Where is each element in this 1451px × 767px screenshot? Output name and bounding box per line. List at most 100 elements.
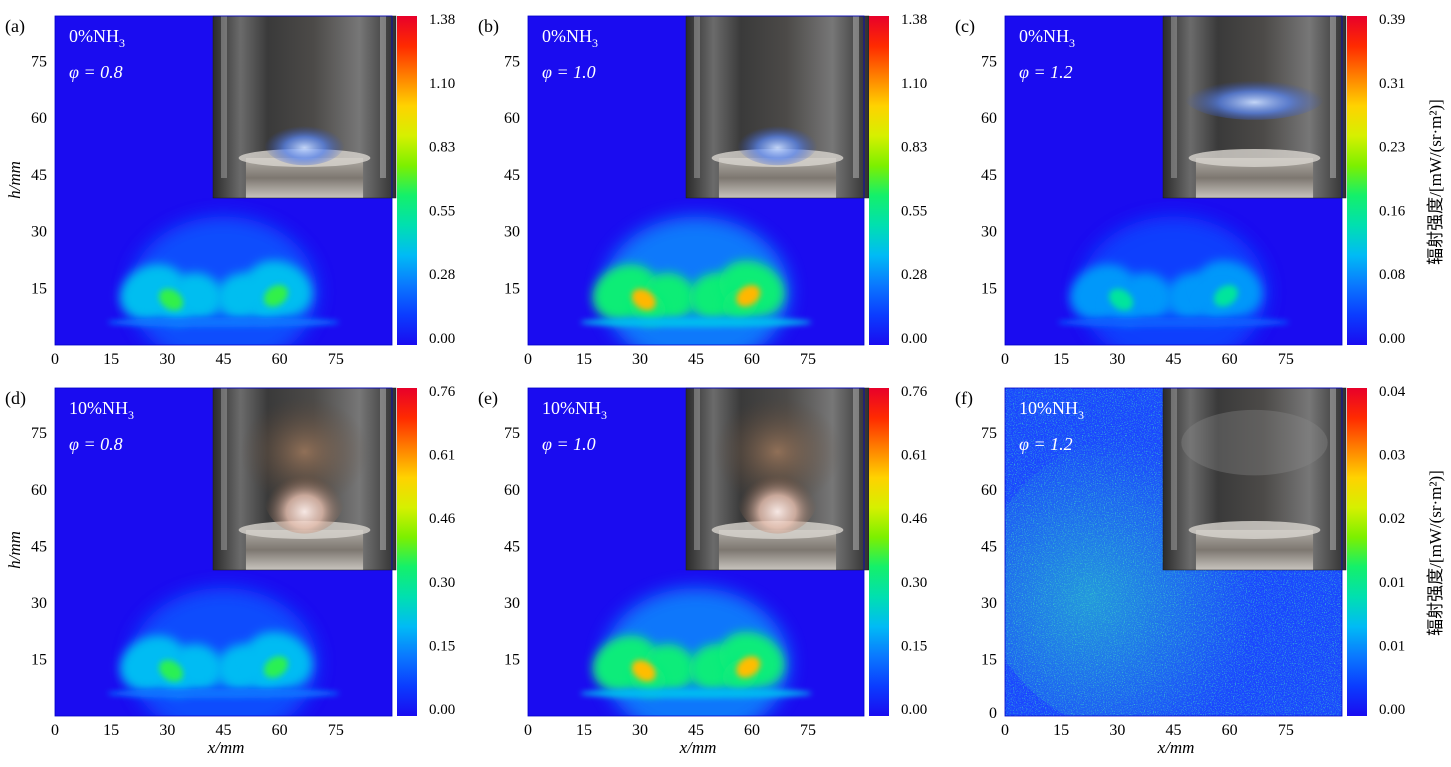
nh3-label-main: 10%NH (1019, 398, 1078, 418)
flame-intensity (1057, 216, 1290, 345)
flame-hotspot (159, 288, 184, 311)
colorbar (1347, 388, 1367, 716)
y-tick-label: 15 (31, 280, 47, 297)
colorbar-tick-label: 0.01 (1379, 638, 1405, 654)
photo-flame (1181, 409, 1328, 476)
colorbar-tick-label: 0.15 (901, 638, 927, 654)
glass-wall-right (380, 16, 386, 178)
phi-label: φ = 0.8 (69, 434, 123, 454)
x-tick-label: 60 (1222, 351, 1238, 368)
panel-label: (b) (478, 16, 499, 37)
colorbar-tick-label: 0.23 (1379, 140, 1405, 156)
panel-label: (e) (478, 388, 498, 409)
x-tick-label: 15 (1053, 351, 1069, 368)
y-tick-label: 75 (504, 425, 520, 442)
panel-label: (c) (955, 16, 975, 37)
y-tick-label: 15 (981, 280, 997, 297)
colorbar-tick-label: 0.83 (901, 140, 927, 156)
photo-flame (1184, 76, 1325, 120)
nh3-label-main: 10%NH (542, 398, 601, 418)
photo-flame (264, 460, 345, 534)
nh3-label: 10%NH3 (542, 398, 607, 422)
y-tick-label: 75 (504, 53, 520, 70)
x-tick-label: 45 (1166, 722, 1182, 739)
y-tick-label: 75 (31, 53, 47, 70)
colorbar-tick-label: 0.46 (429, 511, 456, 527)
y-tick-label: 45 (981, 167, 997, 184)
x-tick-label: 15 (103, 351, 119, 368)
x-tick-label: 45 (1166, 351, 1182, 368)
nh3-label-sub: 3 (601, 408, 607, 422)
burner-rim (1188, 520, 1321, 539)
colorbar-tick-label: 0.46 (901, 511, 928, 527)
x-tick-label: 75 (800, 722, 816, 739)
colorbar-tick-label: 0.61 (901, 448, 927, 464)
colorbar-tick-label: 1.38 (429, 12, 455, 28)
x-tick-label: 75 (328, 351, 344, 368)
y-tick-label: 30 (31, 224, 47, 241)
flame-base-streak (580, 317, 812, 328)
nh3-label-sub: 3 (1078, 408, 1084, 422)
y-tick-label: 75 (981, 53, 997, 70)
colorbar-tick-label: 0.08 (1379, 267, 1405, 283)
colorbar-tick-label: 0.30 (429, 575, 455, 591)
x-tick-label: 30 (632, 722, 648, 739)
nh3-label-main: 10%NH (69, 398, 128, 418)
flame-hotspot (263, 656, 288, 678)
y-tick-label: 45 (981, 538, 997, 555)
y-tick-label: 15 (981, 651, 997, 668)
inset-photo (1162, 15, 1347, 199)
panel-a: 1.38 1.10 0.83 0.55 0.28 0.00 15 30 45 60 75 0 15 30 4… (5, 12, 455, 368)
x-tick-label: 75 (1278, 351, 1294, 368)
panel-label: (a) (5, 16, 25, 37)
colorbar (869, 16, 889, 345)
x-tick-label: 0 (1001, 351, 1009, 368)
y-tick-label: 75 (31, 425, 47, 442)
plot-frame (54, 387, 393, 717)
x-tick-label: 45 (216, 351, 232, 368)
colorbar-tick-label: 0.28 (901, 267, 927, 283)
panel-d: 0.76 0.61 0.46 0.30 0.15 0.00 15 30 45 60 75 0 15 30 4… (5, 384, 456, 739)
nh3-label-sub: 3 (128, 408, 134, 422)
x-tick-label: 75 (1278, 722, 1294, 739)
y-tick-label: 60 (981, 110, 997, 127)
colorbar-tick-label: 0.83 (429, 140, 455, 156)
colorbar-tick-label: 0.00 (901, 702, 927, 718)
flame-base-streak (107, 317, 340, 328)
glass-wall-right (853, 16, 859, 178)
colorbar-label-top: 辐射强度/[mW/(sr·m²)] (1426, 99, 1445, 265)
x-tick-label: 15 (576, 351, 592, 368)
glass-wall-left (694, 388, 700, 550)
nh3-label-main: 0%NH (69, 26, 119, 46)
colorbar-tick-label: 0.03 (1379, 448, 1405, 464)
colorbar-tick-label: 0.39 (1379, 12, 1405, 28)
panel-label: (f) (955, 388, 973, 409)
x-tick-label: 75 (328, 722, 344, 739)
nh3-label: 10%NH3 (1019, 398, 1084, 422)
colorbar-tick-label: 0.30 (901, 575, 927, 591)
plot-frame (1004, 387, 1343, 717)
colorbar-tick-label: 0.31 (1379, 76, 1405, 92)
plot-frame (527, 387, 865, 717)
panel-label: (d) (5, 388, 26, 409)
colorbar-tick-label: 1.10 (901, 76, 927, 92)
x-tick-label: 15 (576, 722, 592, 739)
glass-wall-left (221, 388, 227, 550)
y-tick-label: 15 (31, 651, 47, 668)
colorbar-tick-label: 1.10 (429, 76, 455, 92)
flame-hotspot (736, 285, 761, 307)
colorbar-tick-label: 0.00 (901, 331, 927, 347)
y-tick-label: 30 (31, 595, 47, 612)
y-tick-label: 60 (31, 110, 47, 127)
photo-flame (264, 121, 345, 166)
glass-wall-right (853, 388, 859, 550)
colorbar-tick-label: 0.16 (1379, 203, 1406, 219)
flame-intensity (580, 216, 812, 345)
x-tick-label: 45 (688, 351, 704, 368)
x-tick-label: 45 (688, 722, 704, 739)
plot-frame (1004, 15, 1343, 346)
colorbar-tick-label: 0.28 (429, 267, 455, 283)
x-tick-label: 0 (524, 722, 532, 739)
y-tick-label: 30 (981, 224, 997, 241)
